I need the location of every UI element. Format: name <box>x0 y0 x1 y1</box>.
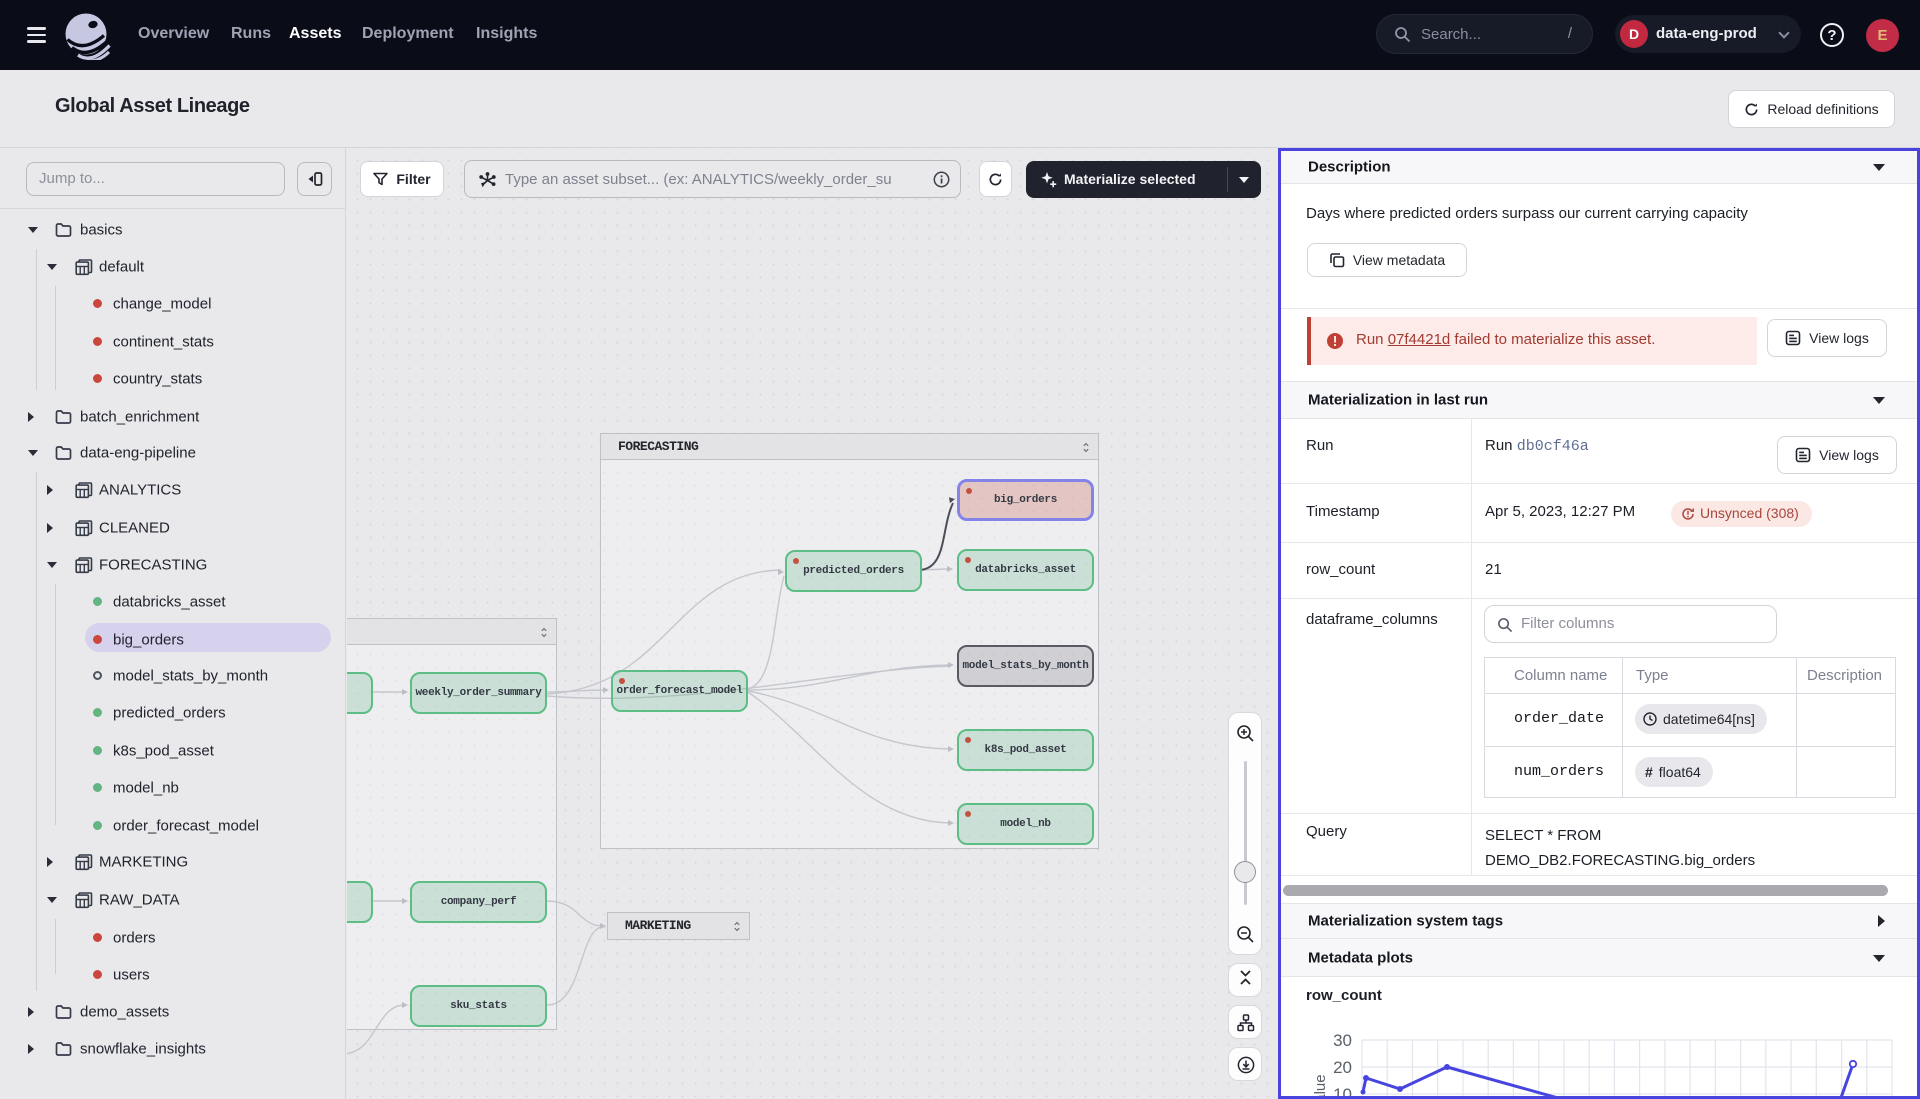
svg-text:10: 10 <box>1333 1085 1352 1096</box>
svg-text:30: 30 <box>1333 1031 1352 1050</box>
svg-text:Value: Value <box>1312 1074 1329 1096</box>
svg-text:20: 20 <box>1333 1058 1352 1077</box>
